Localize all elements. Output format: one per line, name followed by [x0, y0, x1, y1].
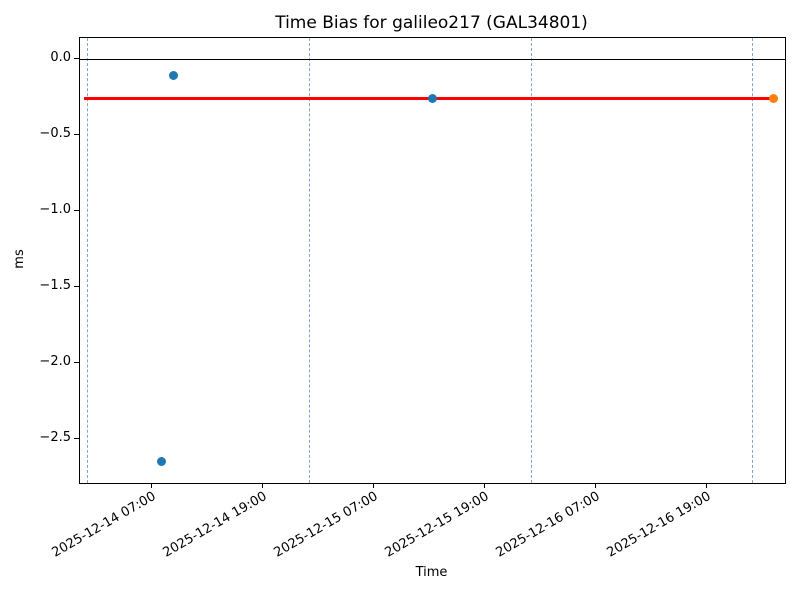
x-axis-label: Time [415, 565, 448, 580]
y-tick-label: −1.5 [39, 278, 71, 294]
y-tick-mark [74, 437, 79, 439]
bias-measurement-point [169, 71, 179, 81]
chart-title: Time Bias for galileo217 (GAL34801) [275, 13, 588, 33]
y-tick-label: 0.0 [50, 50, 71, 66]
plot-area [79, 37, 786, 484]
x-gridline [308, 38, 310, 483]
y-tick-label: −0.5 [39, 126, 71, 142]
y-tick-label: −1.0 [39, 202, 71, 218]
x-tick-mark [483, 483, 485, 488]
y-tick-mark [74, 210, 79, 212]
y-tick-mark [74, 58, 79, 60]
y-tick-mark [74, 134, 79, 136]
y-tick-label: −2.0 [39, 354, 71, 370]
x-gridline [530, 38, 532, 483]
x-tick-mark [705, 483, 707, 488]
y-tick-mark [74, 362, 79, 364]
bias-measurement-point [156, 457, 166, 467]
y-tick-label: −2.5 [39, 429, 71, 445]
zero-line [80, 58, 785, 60]
x-gridline [86, 38, 88, 483]
x-gridline [752, 38, 754, 483]
latest-measurement-point [768, 94, 778, 104]
x-tick-mark [594, 483, 596, 488]
x-tick-mark [261, 483, 263, 488]
x-tick-mark [150, 483, 152, 488]
bias-measurement-point [427, 94, 437, 104]
y-axis-label: ms [12, 249, 27, 269]
y-tick-mark [74, 286, 79, 288]
x-tick-mark [372, 483, 374, 488]
